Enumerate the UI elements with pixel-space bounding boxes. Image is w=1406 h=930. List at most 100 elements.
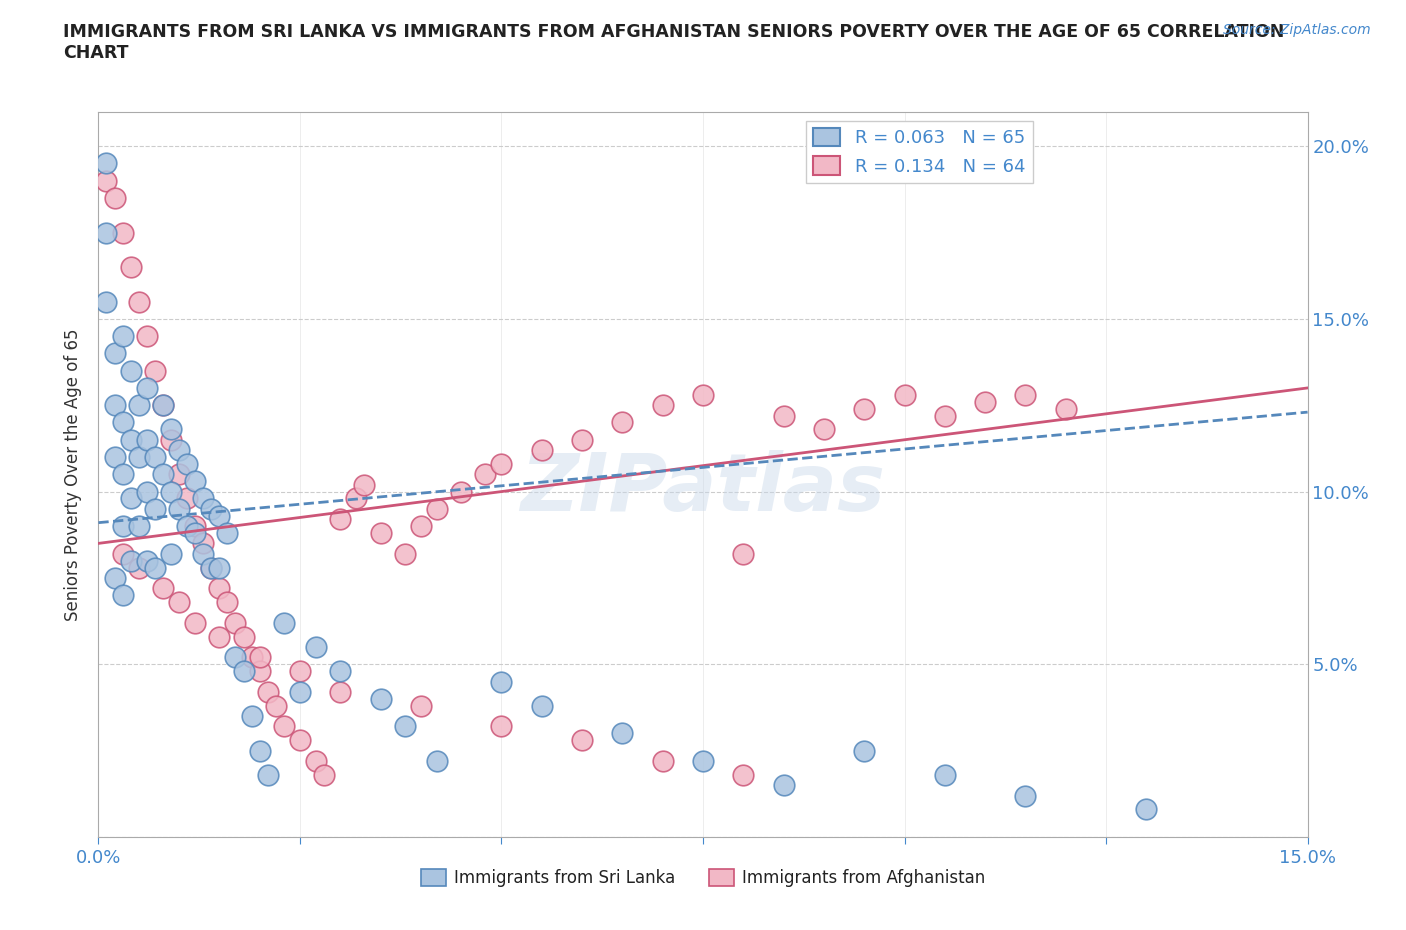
Point	[530, 443, 553, 458]
Point	[167, 501, 190, 516]
Point	[96, 294, 118, 309]
Point	[329, 684, 352, 699]
Point	[934, 767, 956, 782]
Point	[256, 684, 278, 699]
Point	[733, 546, 755, 561]
Point	[344, 491, 367, 506]
Point	[651, 398, 673, 413]
Point	[143, 560, 166, 575]
Point	[305, 753, 328, 768]
Point	[208, 630, 231, 644]
Point	[96, 173, 118, 188]
Point	[217, 594, 239, 609]
Point	[733, 767, 755, 782]
Point	[530, 698, 553, 713]
Point	[934, 408, 956, 423]
Point	[370, 691, 392, 706]
Point	[217, 525, 239, 540]
Point	[240, 709, 263, 724]
Point	[120, 553, 142, 568]
Point	[143, 501, 166, 516]
Point	[160, 546, 183, 561]
Point	[772, 408, 794, 423]
Point	[103, 449, 125, 464]
Point	[128, 294, 150, 309]
Point	[491, 457, 513, 472]
Point	[200, 560, 222, 575]
Point	[249, 650, 271, 665]
Point	[249, 664, 271, 679]
Point	[193, 546, 215, 561]
Point	[176, 519, 198, 534]
Point	[232, 630, 254, 644]
Point	[288, 684, 311, 699]
Point	[200, 560, 222, 575]
Text: Source: ZipAtlas.com: Source: ZipAtlas.com	[1223, 23, 1371, 37]
Point	[111, 546, 134, 561]
Point	[167, 467, 190, 482]
Point	[329, 512, 352, 526]
Point	[111, 328, 134, 343]
Point	[152, 398, 174, 413]
Point	[167, 594, 190, 609]
Point	[143, 449, 166, 464]
Point	[370, 525, 392, 540]
Point	[111, 519, 134, 534]
Point	[305, 640, 328, 655]
Point	[128, 560, 150, 575]
Text: ZIPatlas: ZIPatlas	[520, 450, 886, 528]
Point	[96, 225, 118, 240]
Point	[135, 328, 157, 343]
Point	[232, 664, 254, 679]
Point	[184, 519, 207, 534]
Point	[426, 501, 449, 516]
Point	[1014, 788, 1036, 803]
Point	[264, 698, 287, 713]
Point	[208, 509, 231, 524]
Point	[491, 719, 513, 734]
Point	[240, 650, 263, 665]
Point	[353, 477, 375, 492]
Text: IMMIGRANTS FROM SRI LANKA VS IMMIGRANTS FROM AFGHANISTAN SENIORS POVERTY OVER TH: IMMIGRANTS FROM SRI LANKA VS IMMIGRANTS …	[63, 23, 1285, 62]
Point	[1054, 401, 1077, 416]
Point	[184, 616, 207, 631]
Point	[571, 733, 593, 748]
Point	[160, 422, 183, 437]
Point	[120, 432, 142, 447]
Point	[893, 388, 915, 403]
Y-axis label: Seniors Poverty Over the Age of 65: Seniors Poverty Over the Age of 65	[65, 328, 83, 620]
Point	[394, 719, 416, 734]
Point	[314, 767, 336, 782]
Point	[160, 485, 183, 499]
Point	[128, 398, 150, 413]
Point	[167, 443, 190, 458]
Point	[143, 364, 166, 379]
Point	[111, 415, 134, 430]
Point	[692, 388, 714, 403]
Point	[200, 501, 222, 516]
Point	[103, 346, 125, 361]
Legend: Immigrants from Sri Lanka, Immigrants from Afghanistan: Immigrants from Sri Lanka, Immigrants fr…	[415, 862, 991, 894]
Point	[184, 525, 207, 540]
Point	[120, 364, 142, 379]
Point	[288, 733, 311, 748]
Point	[612, 415, 634, 430]
Point	[394, 546, 416, 561]
Point	[224, 616, 246, 631]
Point	[426, 753, 449, 768]
Point	[491, 674, 513, 689]
Point	[288, 664, 311, 679]
Point	[96, 156, 118, 171]
Point	[1014, 388, 1036, 403]
Point	[692, 753, 714, 768]
Point	[152, 467, 174, 482]
Point	[409, 519, 432, 534]
Point	[853, 401, 876, 416]
Point	[571, 432, 593, 447]
Point	[135, 380, 157, 395]
Point	[135, 553, 157, 568]
Point	[193, 491, 215, 506]
Point	[612, 726, 634, 741]
Point	[176, 457, 198, 472]
Point	[1135, 802, 1157, 817]
